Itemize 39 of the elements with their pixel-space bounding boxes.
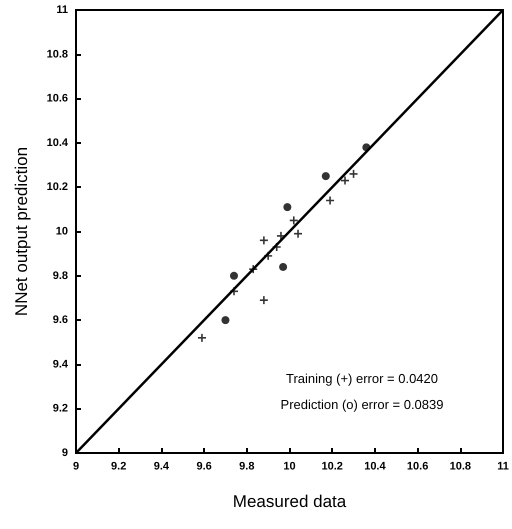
point — [350, 170, 358, 178]
point — [198, 334, 206, 342]
y-tick-label: 9.4 — [52, 358, 69, 370]
x-tick-label: 9 — [72, 460, 80, 472]
y-tick-label: 11 — [56, 4, 68, 16]
x-tick-label: 11 — [497, 460, 509, 472]
x-tick-label: 10.6 — [406, 460, 428, 472]
x-axis-title: Measured data — [232, 492, 347, 511]
x-tick-label: 9.6 — [196, 460, 212, 472]
point — [279, 262, 288, 271]
point — [260, 236, 268, 244]
point — [341, 176, 350, 185]
x-tick-label: 9.4 — [154, 460, 170, 472]
point — [283, 203, 292, 212]
point — [326, 196, 334, 204]
x-tick-label: 9.2 — [111, 460, 126, 472]
y-tick-label: 9 — [62, 447, 68, 459]
y-tick-label: 10.6 — [46, 92, 68, 105]
y-tick-label: 9.6 — [52, 314, 68, 326]
point — [294, 230, 302, 238]
x-tick-label: 10.8 — [450, 460, 472, 472]
point — [322, 172, 330, 180]
annotation: Training (+) error = 0.0420 — [286, 371, 438, 386]
point — [260, 296, 268, 304]
y-tick-label: 10.4 — [46, 136, 69, 149]
x-tick-label: 10 — [283, 460, 296, 472]
x-tick-label: 10.4 — [364, 460, 386, 472]
x-tick-label: 9.8 — [239, 460, 254, 472]
y-tick-label: 10 — [56, 226, 68, 238]
y-axis-title: NNet output prediction — [12, 146, 31, 316]
y-tick-label: 9.8 — [52, 270, 68, 282]
y-tick-label: 10.8 — [46, 48, 68, 60]
y-tick-label: 9.2 — [52, 402, 68, 415]
point — [290, 216, 298, 224]
y-tick-label: 10.2 — [46, 181, 68, 194]
point — [221, 316, 230, 324]
annotation: Prediction (o) error = 0.0839 — [280, 397, 444, 412]
x-tick-label: 10.2 — [321, 460, 343, 472]
point — [230, 272, 238, 280]
